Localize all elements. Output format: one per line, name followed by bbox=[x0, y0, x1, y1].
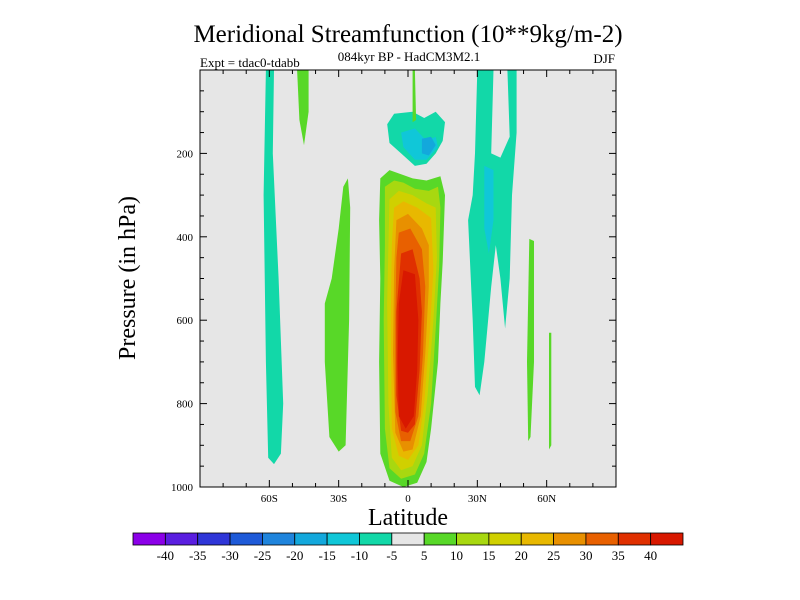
colorbar-swatch bbox=[229, 532, 263, 546]
x-tick-label: 30N bbox=[468, 493, 487, 505]
y-tick-label: 200 bbox=[177, 148, 194, 160]
y-axis-label: Pressure (in hPa) bbox=[115, 196, 141, 360]
x-tick-label: 60N bbox=[537, 493, 556, 505]
colorbar-label: 30 bbox=[579, 548, 592, 563]
colorbar-swatch bbox=[553, 532, 587, 546]
sh-positive-tip bbox=[297, 70, 309, 146]
x-tick-labels: 60S 30S 0 30N 60N bbox=[261, 493, 556, 505]
colorbar-label: -20 bbox=[286, 548, 303, 563]
colorbar-swatch bbox=[326, 532, 360, 546]
colorbar-swatch bbox=[650, 532, 684, 546]
colorbar-label: 20 bbox=[515, 548, 528, 563]
contour-fields bbox=[263, 70, 552, 487]
y-tick-label: 400 bbox=[177, 232, 194, 244]
sh-subtropical-positive bbox=[324, 178, 351, 452]
colorbar-label: 35 bbox=[612, 548, 625, 563]
colorbar-label: -25 bbox=[254, 548, 271, 563]
y-tick-label: 600 bbox=[177, 315, 194, 327]
x-axis-label: Latitude bbox=[368, 505, 448, 531]
colorbar-swatch bbox=[294, 532, 328, 546]
colorbar-label: -35 bbox=[189, 548, 206, 563]
chart-subtitle: 084kyr BP - HadCM3M2.1 bbox=[338, 49, 481, 64]
nh-negative-core bbox=[484, 165, 494, 254]
x-tick-label: 30S bbox=[330, 493, 347, 505]
equator-positive-thread bbox=[412, 70, 417, 123]
sh-negative-column bbox=[263, 70, 284, 465]
colorbar-swatch bbox=[423, 532, 457, 546]
colorbar-swatch bbox=[488, 532, 522, 546]
positive-cell-peak bbox=[399, 286, 417, 417]
colorbar-label: 25 bbox=[547, 548, 560, 563]
colorbar-label: 10 bbox=[450, 548, 463, 563]
colorbar-label: -30 bbox=[221, 548, 238, 563]
colorbar-swatch bbox=[132, 532, 166, 546]
nh-negative-region bbox=[468, 70, 517, 396]
upper-negative-core bbox=[421, 136, 436, 156]
colorbar-swatch bbox=[391, 532, 425, 546]
nh-positive-strip-2 bbox=[549, 332, 552, 450]
colorbar-swatch bbox=[520, 532, 554, 546]
colorbar-label: 40 bbox=[644, 548, 657, 563]
season-label: DJF bbox=[593, 51, 615, 66]
nh-positive-strip bbox=[527, 238, 534, 442]
experiment-label: Expt = tdac0-tdabb bbox=[200, 55, 300, 70]
colorbar-labels: -40 -35 -30 -25 -20 -15 -10 -5 5 10 15 20 25 30 35 40 bbox=[157, 548, 657, 563]
colorbar bbox=[132, 532, 684, 546]
colorbar-label: -10 bbox=[351, 548, 368, 563]
y-tick-labels: 200 400 600 800 1000 bbox=[171, 148, 194, 494]
colorbar-swatch bbox=[617, 532, 652, 546]
colorbar-swatch bbox=[164, 532, 199, 546]
x-tick-label: 0 bbox=[405, 493, 411, 505]
colorbar-label: 5 bbox=[421, 548, 428, 563]
colorbar-label: -5 bbox=[386, 548, 397, 563]
colorbar-swatch bbox=[197, 532, 231, 546]
y-tick-label: 800 bbox=[177, 399, 194, 411]
colorbar-swatch bbox=[456, 532, 490, 546]
y-tick-label: 1000 bbox=[171, 482, 194, 494]
colorbar-label: 15 bbox=[482, 548, 495, 563]
chart-title: Meridional Streamfunction (10**9kg/m-2) bbox=[193, 21, 622, 48]
colorbar-label: -40 bbox=[157, 548, 174, 563]
colorbar-swatch bbox=[359, 532, 393, 546]
axis-ticks bbox=[199, 69, 617, 488]
colorbar-label: -15 bbox=[318, 548, 335, 563]
x-tick-label: 60S bbox=[261, 493, 278, 505]
colorbar-swatch bbox=[262, 532, 296, 546]
colorbar-swatch bbox=[585, 532, 619, 546]
